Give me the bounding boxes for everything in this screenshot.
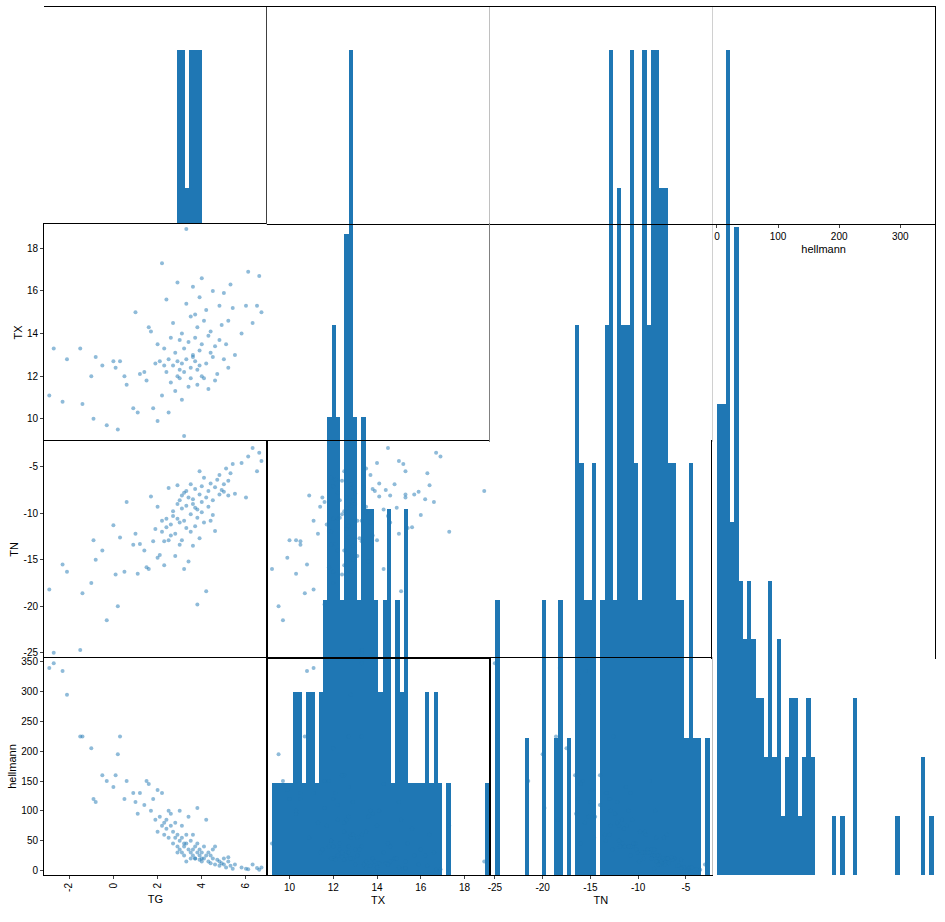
- svg-text:-15: -15: [583, 882, 598, 893]
- svg-text:16: 16: [27, 285, 39, 296]
- svg-text:-5: -5: [29, 461, 38, 472]
- svg-text:-10: -10: [24, 508, 39, 519]
- svg-text:4: 4: [196, 883, 207, 889]
- svg-text:-10: -10: [631, 882, 646, 893]
- svg-text:-25: -25: [488, 882, 503, 893]
- svg-text:100: 100: [21, 805, 38, 816]
- svg-text:16: 16: [415, 882, 427, 893]
- svg-text:10: 10: [284, 882, 296, 893]
- svg-text:-20: -20: [24, 601, 39, 612]
- svg-text:2: 2: [152, 883, 163, 889]
- svg-text:TX: TX: [12, 325, 24, 340]
- svg-text:350: 350: [21, 656, 38, 667]
- svg-text:-2: -2: [63, 883, 74, 892]
- svg-text:100: 100: [770, 231, 787, 242]
- svg-text:150: 150: [21, 776, 38, 787]
- svg-text:250: 250: [21, 716, 38, 727]
- svg-text:300: 300: [892, 231, 909, 242]
- svg-text:-25: -25: [24, 647, 39, 658]
- svg-text:10: 10: [27, 413, 39, 424]
- svg-text:300: 300: [21, 686, 38, 697]
- svg-text:0: 0: [108, 883, 119, 889]
- svg-text:TX: TX: [371, 894, 386, 906]
- svg-text:12: 12: [328, 882, 340, 893]
- svg-text:200: 200: [21, 746, 38, 757]
- svg-text:200: 200: [831, 231, 848, 242]
- svg-text:TN: TN: [8, 542, 20, 557]
- svg-text:14: 14: [371, 882, 383, 893]
- svg-text:0: 0: [32, 865, 38, 876]
- svg-text:18: 18: [459, 882, 471, 893]
- svg-text:12: 12: [27, 371, 39, 382]
- svg-text:-5: -5: [681, 882, 690, 893]
- svg-text:TG: TG: [148, 893, 163, 905]
- svg-text:18: 18: [27, 243, 39, 254]
- svg-text:hellmann: hellmann: [801, 243, 846, 255]
- svg-text:-20: -20: [535, 882, 550, 893]
- svg-text:14: 14: [27, 328, 39, 339]
- svg-text:50: 50: [27, 835, 39, 846]
- svg-text:0: 0: [714, 231, 720, 242]
- svg-text:TN: TN: [594, 894, 609, 906]
- svg-text:hellmann: hellmann: [6, 744, 18, 789]
- svg-text:6: 6: [240, 883, 251, 889]
- svg-text:-15: -15: [24, 554, 39, 565]
